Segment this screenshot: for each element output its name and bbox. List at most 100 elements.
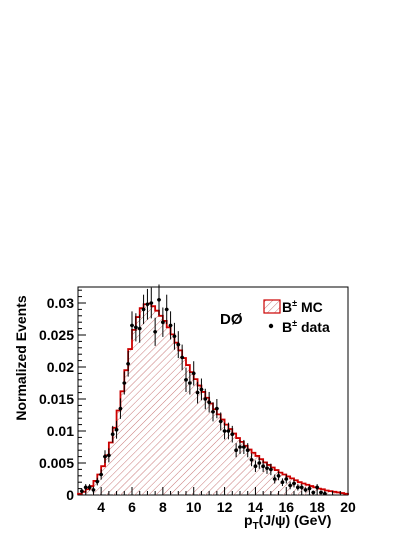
data-marker [199,387,204,392]
data-marker [134,325,138,330]
mc-bin [278,472,283,495]
data-point [319,490,323,495]
legend-mc-label-main: B [282,299,292,315]
mc-bin [213,409,217,495]
data-point [230,425,235,443]
y-axis: 0 0.005 0.01 0.015 0.02 0.025 0.03 [39,289,86,503]
data-marker [188,381,192,385]
data-point [99,469,104,480]
x-tick-label: 6 [128,499,136,515]
data-point [265,462,269,474]
data-point [160,307,165,337]
data-marker [296,485,300,490]
data-point [238,439,242,455]
x-axis-title-rest: (J/ψ) (GeV) [259,512,332,528]
mc-bin [143,304,148,495]
data-point [295,484,300,491]
data-point [307,485,312,492]
data-point [176,331,181,359]
data-marker [284,477,289,481]
data-marker [91,488,96,492]
x-tick-label: 4 [97,499,105,515]
mc-bin [182,358,186,495]
y-axis-title: Normalized Events [13,295,29,420]
data-marker [110,432,115,437]
data-point [118,398,123,419]
data-marker [242,445,246,449]
mc-bin [232,433,237,495]
data-marker [176,342,181,347]
data-point [214,399,219,419]
data-marker [153,330,157,334]
mc-bin [251,452,256,495]
data-point [276,471,281,481]
legend-mc-label-sup: ± [292,298,297,308]
data-marker [299,485,304,490]
mc-bin [259,459,264,495]
x-tick-label: 14 [248,499,264,515]
data-marker [276,474,281,478]
data-point [253,460,258,472]
mc-bin [336,492,341,495]
legend-data-label: B± data [282,318,330,335]
data-point [87,484,92,491]
data-point [268,463,273,476]
data-marker [137,326,142,331]
mc-bin [263,462,267,495]
data-point [280,478,285,487]
data-point [199,378,204,401]
data-point [130,311,134,340]
data-marker [87,485,92,490]
y-tick-label: 0 [66,487,74,503]
legend-mc-swatch [263,299,281,314]
data-marker [180,355,184,360]
data-marker [83,485,88,490]
data-marker [218,419,223,424]
mc-bin [186,365,190,495]
data-marker [107,453,111,458]
data-point [145,288,150,320]
data-point [141,294,146,325]
data-marker [141,307,146,312]
data-point [234,443,239,458]
data-marker [253,464,258,469]
data-point [249,453,254,467]
data-marker [265,466,269,470]
data-point [195,381,200,404]
data-point [311,490,316,495]
data-point [164,294,169,325]
data-marker [161,320,165,325]
x-axis: 4 6 8 10 12 14 16 18 20 [85,487,356,515]
data-point [203,388,208,410]
mc-bin [189,372,194,495]
data-marker [303,488,308,492]
mc-bin [81,491,86,495]
mc-bin [139,308,144,495]
mc-bin [220,419,225,495]
mc-bin [105,455,109,495]
mc-bin [89,486,94,495]
x-tick-label: 12 [217,499,233,515]
mc-bin [174,342,179,495]
data-marker [311,490,316,495]
mc-bin [201,391,206,495]
data-marker [280,480,285,485]
mc-bin [116,410,121,495]
data-marker [234,448,238,453]
data-marker [269,467,273,472]
data-marker [292,481,296,486]
legend-data-label-rest: data [297,319,330,335]
data-point [95,477,100,486]
legend-data-label-sup: ± [292,318,297,328]
y-tick-label: 0.02 [47,359,74,375]
mc-histogram [77,302,349,495]
mc-bin [159,315,163,495]
data-marker [130,323,134,328]
data-marker [272,477,277,481]
mc-bin [85,489,90,495]
data-marker [203,397,208,401]
mc-bin [240,441,244,495]
data-marker [118,406,123,411]
data-marker [249,458,254,462]
